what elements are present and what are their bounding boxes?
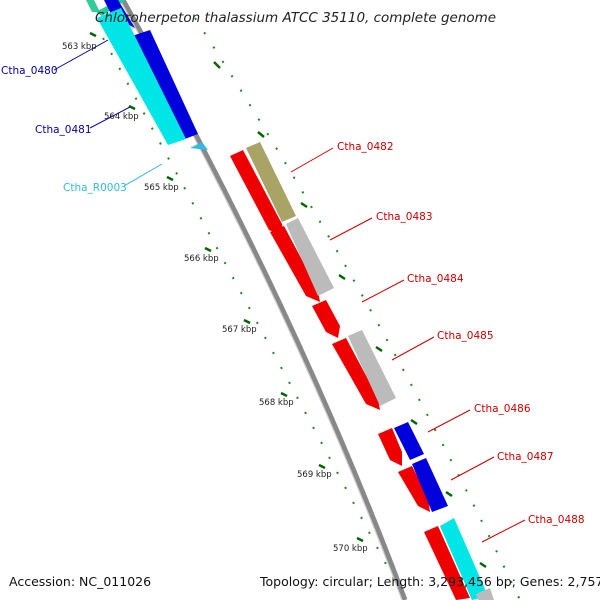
connector-ctha-0481 [89, 106, 131, 129]
tick-label-568: 568 kbp [259, 398, 294, 408]
genome-summary: Topology: circular; Length: 3,293,456 bp… [259, 574, 600, 589]
connector-ctha-0483 [329, 217, 373, 241]
accession-label: Accession: NC_011026 [9, 574, 151, 589]
tick-labels: 563 kbp 564 kbp 565 kbp 566 kbp 567 kbp … [62, 42, 368, 554]
forward-strand-genes [230, 142, 494, 600]
tick-mark [166, 175, 174, 182]
gene-labels: Ctha_0480 Ctha_0481 Ctha_R0003 Ctha_0482… [1, 65, 585, 526]
tick-mark [128, 104, 136, 111]
tick-mark [243, 318, 251, 325]
tick-mark [445, 490, 453, 498]
connector-ctha-0480 [53, 39, 109, 71]
tick-label-566: 566 kbp [184, 254, 219, 264]
gene-ctha-0486-arrow [378, 428, 402, 466]
gene-ctha-0483-arrow [270, 226, 320, 302]
gene-ctha-r0003-arrow [97, 8, 186, 145]
gene-ctha-0487-arrow [398, 466, 430, 512]
connector-ctha-0488 [481, 519, 526, 543]
gene-ctha-0482-arrow [230, 150, 284, 236]
gene-ctha-0487-blue [412, 458, 448, 512]
map-title: Chloroherpeton thalassium ATCC 35110, co… [95, 10, 496, 26]
gene-ctha-0488-arrow [424, 526, 470, 600]
tick-label-563: 563 kbp [62, 42, 97, 52]
tick-mark [318, 463, 326, 470]
inner-tick-guide [102, 37, 406, 600]
gene-label-ctha-0488[interactable]: Ctha_0488 [528, 514, 585, 526]
gene-label-ctha-0486[interactable]: Ctha_0486 [474, 403, 531, 415]
tick-label-570: 570 kbp [333, 544, 368, 554]
tick-mark [89, 31, 97, 38]
outer-tick-marks [213, 61, 487, 569]
gene-ctha-0485-arrow [332, 338, 380, 410]
tick-mark [479, 561, 487, 569]
gene-ctha-0485-grey [348, 330, 396, 406]
gene-ctha-0488-cyan [440, 518, 488, 600]
label-connectors [53, 39, 526, 543]
tick-mark [257, 131, 265, 138]
tick-mark [375, 345, 383, 353]
gene-label-ctha-0485[interactable]: Ctha_0485 [437, 330, 494, 342]
gene-ctha-0484-arrow [312, 300, 340, 338]
gene-label-ctha-0481[interactable]: Ctha_0481 [35, 124, 92, 136]
tick-mark [356, 536, 364, 543]
tick-marks [89, 31, 364, 543]
gene-label-ctha-0487[interactable]: Ctha_0487 [497, 451, 554, 463]
gene-label-ctha-0480[interactable]: Ctha_0480 [1, 65, 58, 77]
tick-mark [338, 273, 346, 281]
gene-feature [86, 0, 100, 12]
gene-feature [476, 588, 494, 600]
connector-ctha-0487 [450, 456, 495, 481]
gene-ctha-0482-olive [246, 142, 296, 222]
gene-label-ctha-0483[interactable]: Ctha_0483 [376, 211, 433, 223]
connector-ctha-0482 [290, 147, 334, 173]
tick-label-567: 567 kbp [222, 325, 257, 335]
connector-ctha-0486 [427, 409, 471, 433]
connector-ctha-0484 [361, 279, 405, 303]
outer-tick-guide [194, 17, 521, 600]
gene-label-ctha-r0003[interactable]: Ctha_R0003 [63, 182, 127, 194]
tick-label-569: 569 kbp [297, 470, 332, 480]
gene-ctha-0486-blue [394, 422, 424, 460]
tick-mark [410, 418, 418, 426]
tick-label-565: 565 kbp [144, 183, 179, 193]
tick-mark [280, 391, 288, 398]
connector-ctha-0485 [391, 336, 435, 361]
tick-mark [204, 246, 212, 253]
gene-ctha-0483-grey [286, 218, 334, 296]
gene-label-ctha-0482[interactable]: Ctha_0482 [337, 141, 394, 153]
gene-ctha-r0003-tip [190, 142, 208, 150]
reverse-strand-genes [86, 0, 208, 150]
tick-mark [300, 201, 308, 209]
gene-ctha-0481-arrow [132, 30, 198, 140]
gene-label-ctha-0484[interactable]: Ctha_0484 [407, 273, 464, 285]
connector-ctha-r0003 [123, 163, 163, 187]
tick-label-564: 564 kbp [104, 112, 139, 122]
tick-mark [213, 61, 221, 69]
